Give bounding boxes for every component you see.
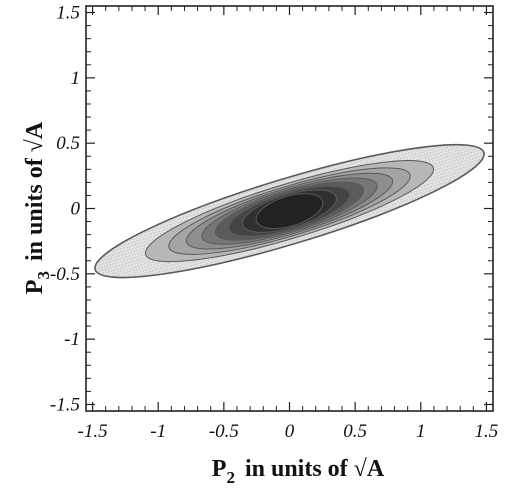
contour-layer [94,143,485,279]
x-axis-symbol: P [212,456,227,482]
y-tick-label: 1 [71,68,81,89]
x-tick-label: 1 [416,421,426,442]
y-tick-label: 0.5 [56,133,80,154]
contour-level-9 [255,193,324,230]
x-tick-labels: -1.5 -1 -0.5 0 0.5 1 1.5 [78,421,499,442]
y-axis-title: P3 in units of √A [22,121,53,294]
y-tick-label: -1 [64,329,80,350]
x-axis-title: P2 in units of √A [212,456,385,487]
x-tick-label: -1 [150,421,166,442]
y-tick-labels: -1.5 -1 -0.5 0 0.5 1 1.5 [50,3,81,416]
y-axis-subscript: 3 [34,271,53,280]
y-axis-text: in units of √A [22,121,48,261]
tick-marks [86,6,493,411]
x-tick-label: 0.5 [343,421,367,442]
y-tick-label: -1.5 [50,394,80,415]
x-axis-subscript: 2 [226,468,235,487]
x-tick-label: 1.5 [475,421,499,442]
x-axis-text: in units of √A [245,456,385,482]
y-tick-label: -0.5 [50,264,80,285]
y-tick-label: 1.5 [56,3,80,24]
x-tick-label: -0.5 [209,421,239,442]
y-tick-label: 0 [71,199,81,220]
x-tick-label: 0 [285,421,295,442]
y-axis-symbol: P [22,280,48,295]
x-tick-label: -1.5 [78,421,108,442]
